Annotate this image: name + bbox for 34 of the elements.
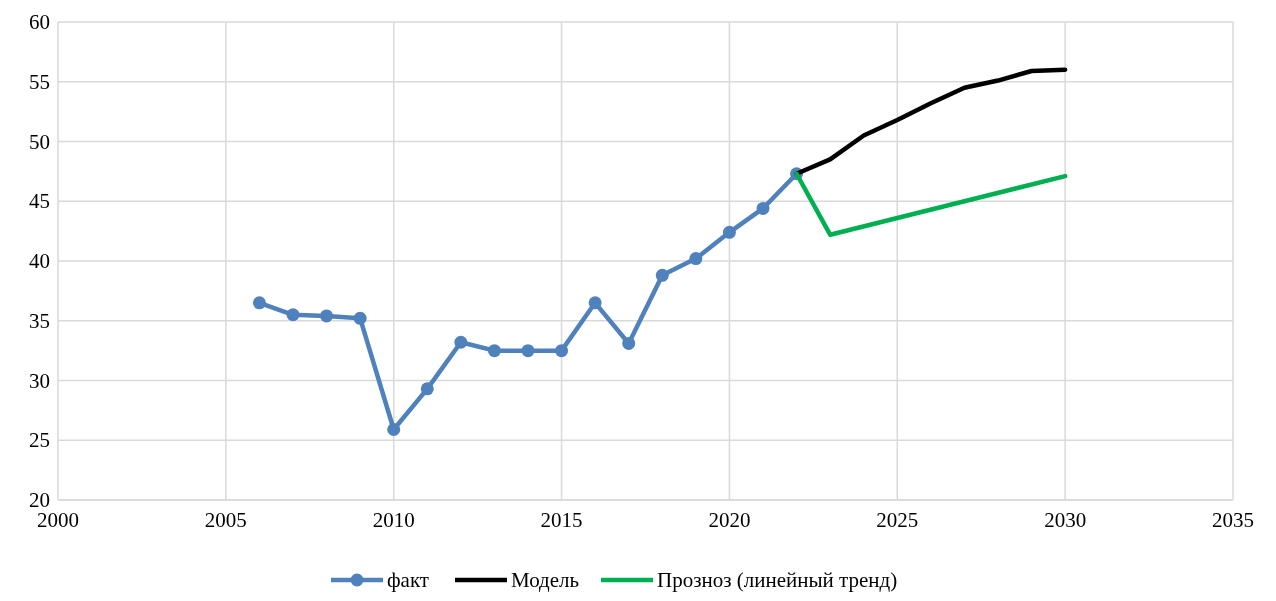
point (420, 382, 434, 396)
point (588, 296, 602, 310)
x-tick-label: 2035 (1212, 508, 1254, 532)
point (487, 344, 501, 358)
point (252, 296, 266, 310)
y-tick-label: 25 (29, 428, 50, 453)
point (454, 335, 468, 349)
point (689, 252, 703, 266)
y-tick-label: 55 (29, 69, 50, 94)
x-tick-label: 2025 (876, 508, 919, 532)
legend-label: Прозноз (линейный тренд) (657, 568, 898, 592)
y-tick-label: 60 (29, 10, 50, 34)
x-tick-label: 2005 (204, 508, 247, 532)
y-tick-label: 40 (29, 249, 50, 273)
point (655, 268, 669, 282)
y-tick-label: 30 (29, 368, 50, 393)
legend-label: факт (387, 568, 430, 592)
x-tick-label: 2015 (540, 508, 583, 532)
y-tick-label: 45 (29, 189, 50, 214)
point (320, 309, 334, 323)
x-tick-label: 2010 (372, 508, 415, 532)
point (387, 423, 401, 436)
point (521, 344, 535, 358)
point (286, 308, 300, 322)
point (622, 336, 636, 350)
x-tick-label: 2020 (708, 508, 751, 532)
y-tick-label: 35 (29, 308, 50, 333)
legend-label: Модель (511, 568, 580, 592)
y-tick-label: 50 (29, 129, 50, 154)
point (722, 225, 736, 239)
point (756, 201, 770, 215)
point (555, 344, 569, 358)
point (353, 311, 367, 325)
x-tick-label: 2030 (1044, 508, 1087, 532)
